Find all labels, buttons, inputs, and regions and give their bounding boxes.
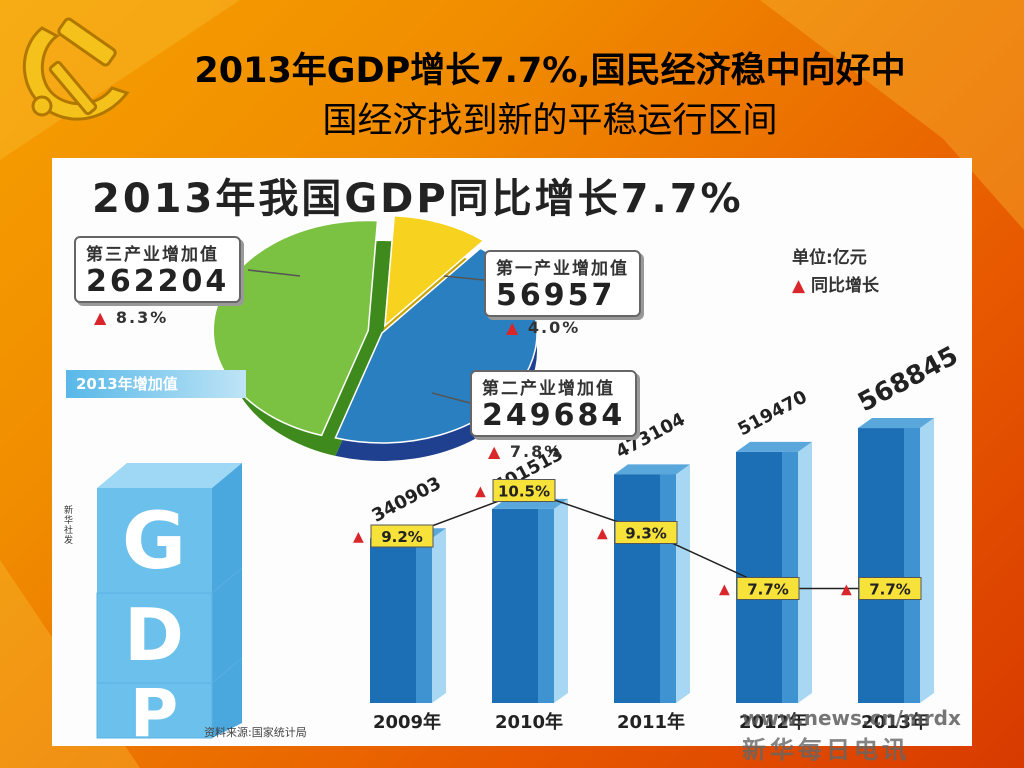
bar-side [554, 498, 568, 703]
growth-line: ▲ 9.2% ▲ 10.5% ▲ 9.3% ▲ 7.7% ▲ 7.7% [353, 479, 922, 600]
pie-leader-line [431, 392, 471, 404]
pie-slice-primary [384, 214, 485, 328]
pie-label-value: 249684 [482, 398, 626, 433]
pie-growth-value: 4.0% [527, 318, 581, 337]
triangle-up-icon: ▲ [475, 484, 486, 500]
growth-legend: ▲ 同比增长 [792, 272, 879, 300]
source-note: 资料来源:国家统计局 [204, 726, 307, 739]
bar-highlight [538, 508, 554, 703]
bar-highlight [660, 474, 676, 703]
pie-leader-line [443, 275, 485, 281]
pie-label-value: 56957 [496, 278, 616, 313]
category-label: 2012年 [739, 711, 807, 733]
watermark-url: www.news.cn/mrdx [742, 706, 961, 730]
bar-side [676, 464, 690, 703]
pie-label-name: 第一产业增加值 [496, 259, 629, 279]
bar-highlight [416, 538, 432, 703]
growth-label: 7.7% [869, 581, 911, 599]
growth-box [858, 577, 922, 600]
cube-d: D [96, 568, 242, 684]
category-label: 2009年 [373, 711, 441, 733]
bar-highlight [904, 428, 920, 703]
bar-value-label: 340903 [368, 473, 444, 527]
triangle-up-icon: ▲ [841, 582, 852, 598]
pie-leader-line [247, 269, 301, 277]
bar-top [614, 464, 690, 475]
pie-label-secondary: 第二产业增加值 249684 [470, 370, 638, 437]
pie-growth-primary: ▲ 4.0% [506, 318, 580, 337]
growth-label: 10.5% [498, 483, 550, 501]
triangle-up-icon: ▲ [506, 318, 521, 337]
pie-section-label: 2013年增加值 [66, 370, 246, 398]
pie-growth-value: 7.8% [509, 442, 563, 461]
pie-growth-tertiary: ▲ 8.3% [94, 308, 168, 327]
triangle-up-icon: ▲ [792, 276, 806, 296]
cube-letter-g: G [122, 497, 186, 587]
cube-letter-d: D [124, 593, 184, 677]
pie-slice-tertiary [212, 219, 379, 437]
triangle-up-icon: ▲ [597, 526, 608, 542]
watermark: www.news.cn/mrdx 新华每日电讯 [742, 706, 961, 765]
cube-letter-p: P [130, 675, 178, 746]
growth-box [370, 524, 434, 548]
bar-side [798, 441, 812, 703]
unit-label: 单位:亿元 [792, 248, 867, 268]
triangle-up-icon: ▲ [353, 529, 364, 545]
category-label: 2010年 [495, 711, 563, 733]
growth-box [492, 479, 556, 502]
bar-value-label: 519470 [734, 387, 810, 441]
cube-g: G [97, 463, 242, 593]
growth-box [614, 521, 678, 544]
cube-p: P [96, 658, 242, 746]
triangle-up-icon: ▲ [488, 442, 503, 461]
watermark-brand: 新华每日电讯 [742, 736, 910, 764]
gdp-cubes: G D P [96, 463, 242, 746]
slide-title-line1: 2013年GDP增长7.7%,国民经济稳中向好中 [194, 51, 906, 91]
triangle-up-icon: ▲ [94, 308, 109, 327]
slide-title: 2013年GDP增长7.7%,国民经济稳中向好中 国经济找到新的平稳运行区间 [150, 46, 950, 146]
growth-label: 9.2% [381, 528, 423, 546]
category-label: 2013年 [861, 711, 929, 733]
bar-side [920, 418, 934, 703]
side-note: 新华社发 [64, 506, 74, 546]
triangle-up-icon: ▲ [719, 582, 730, 598]
pie-growth-secondary: ▲ 7.8% [488, 442, 562, 461]
pie-label-value: 262204 [86, 264, 230, 299]
slide-title-line2: 国经济找到新的平稳运行区间 [322, 101, 778, 141]
chart-heading: 2013年我国GDP同比增长7.7% [92, 176, 744, 222]
bar-value-label: 568845 [853, 341, 963, 418]
bar-side [432, 528, 446, 703]
growth-legend-label: 同比增长 [811, 276, 879, 296]
hammer-sickle-emblem [22, 17, 130, 121]
infographic-panel: G D P 340903 2009年 401513 2010年 473104 2011年 5… [52, 158, 972, 764]
pie-label-name: 第二产业增加值 [482, 379, 615, 399]
infographic-graphics: G D P 3409032009年4015132010年4731042011年5… [96, 214, 963, 746]
pie-growth-value: 8.3% [115, 308, 169, 327]
category-label: 2011年 [617, 711, 685, 733]
growth-box [736, 577, 800, 600]
legend: 单位:亿元 ▲ 同比增长 [792, 244, 879, 300]
bar-top [736, 441, 812, 452]
growth-label: 9.3% [625, 525, 667, 543]
growth-label: 7.7% [747, 581, 789, 599]
pie-label-name: 第三产业增加值 [86, 245, 219, 265]
pie-label-primary: 第一产业增加值 56957 [484, 250, 641, 317]
pie-label-tertiary: 第三产业增加值 262204 [74, 236, 242, 303]
bar-top [858, 418, 934, 429]
